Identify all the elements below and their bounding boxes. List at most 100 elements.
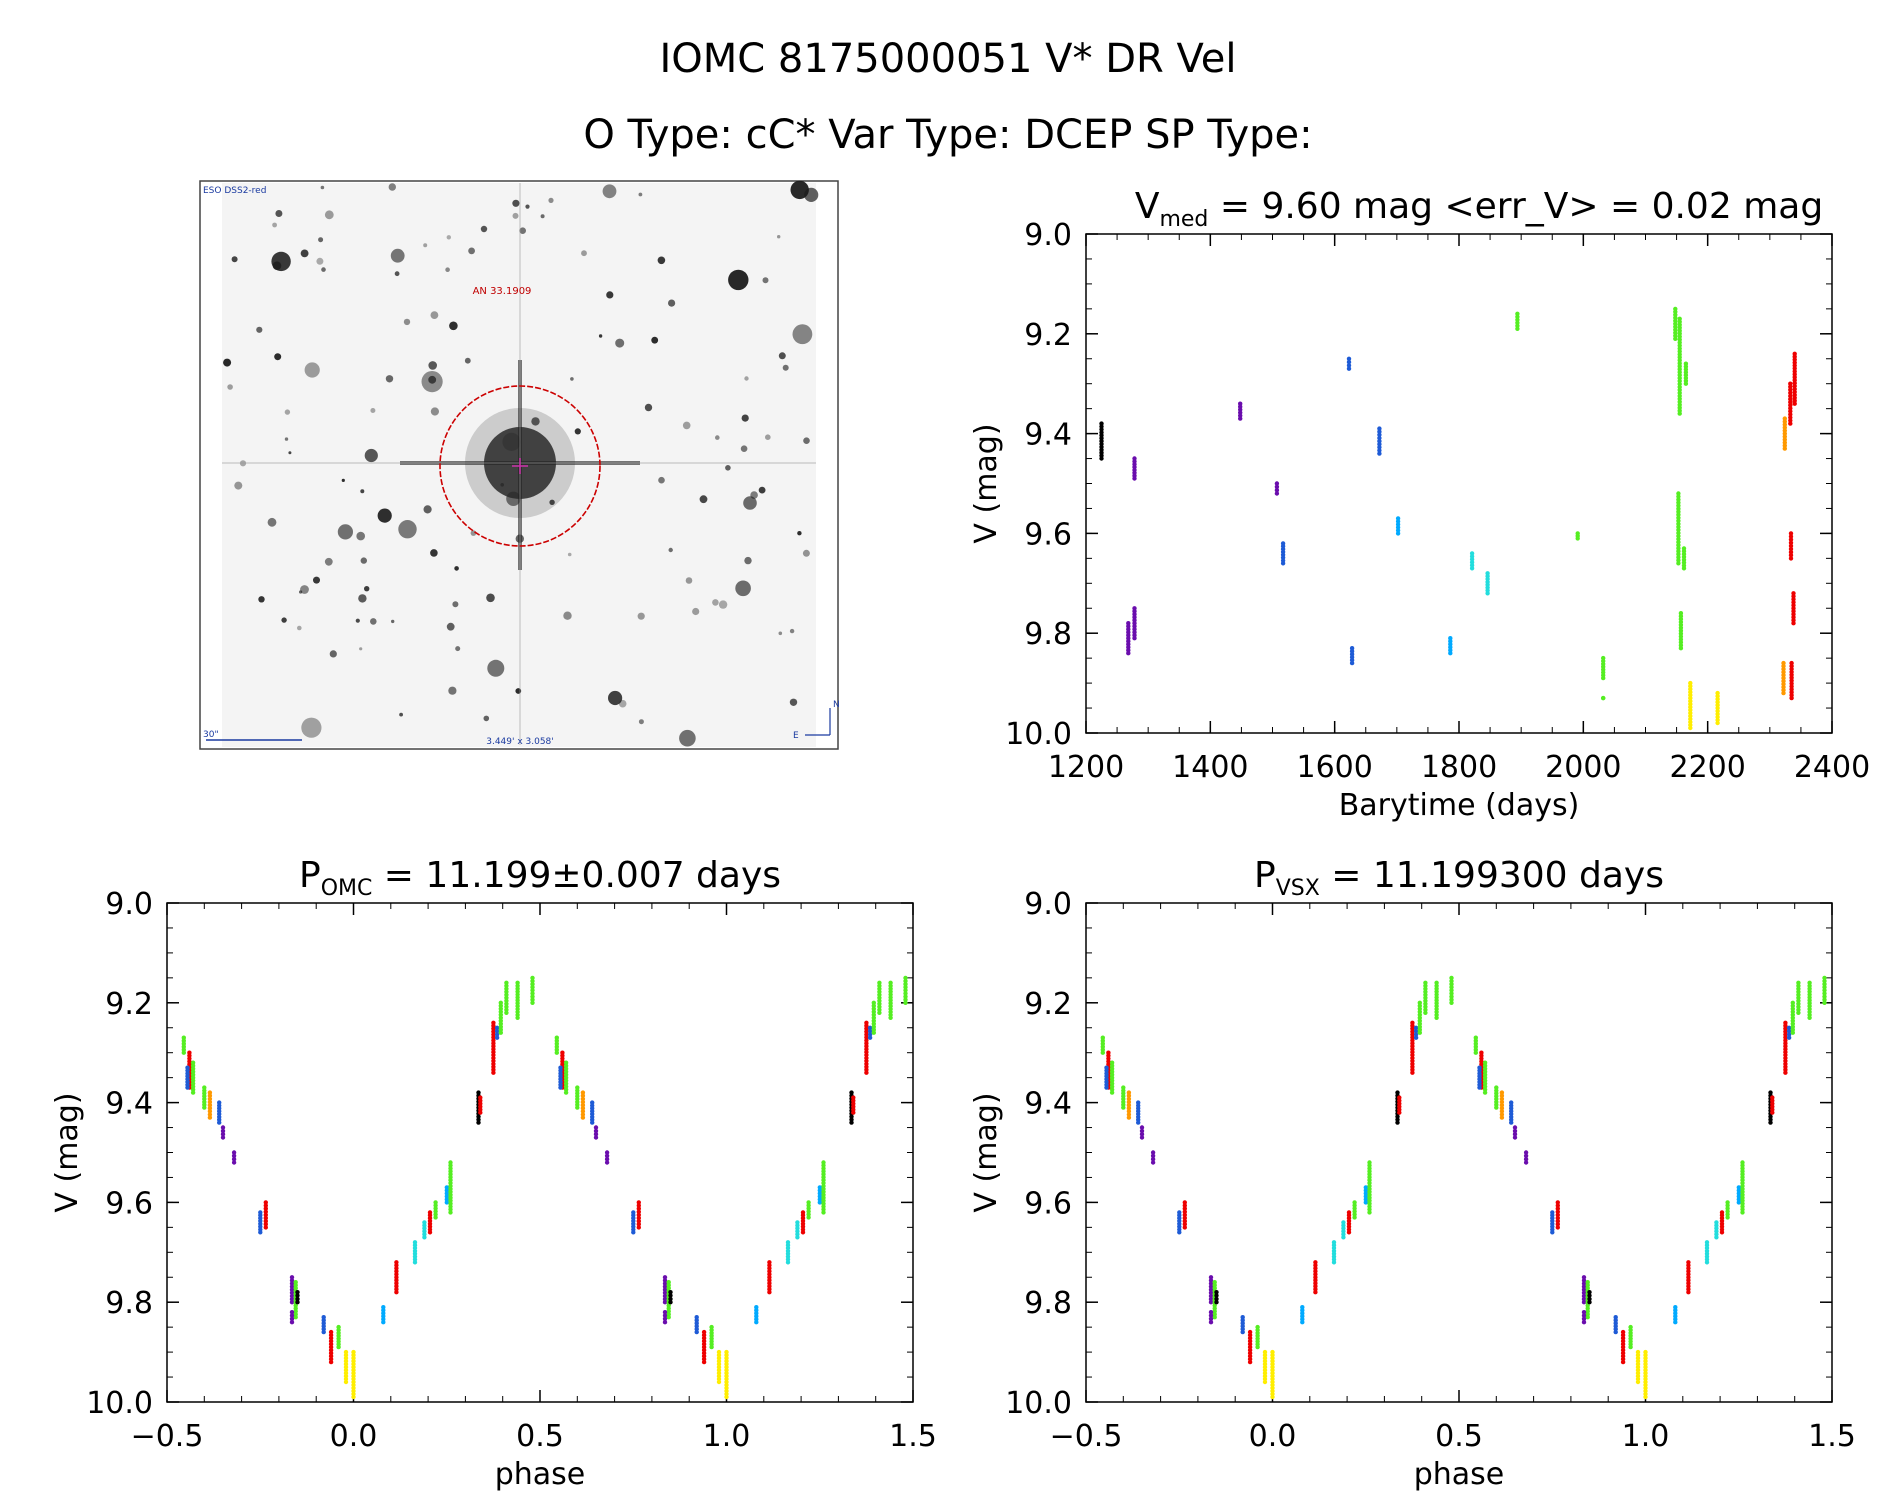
data-point <box>1377 432 1382 437</box>
data-point <box>701 1359 707 1365</box>
data-point <box>636 1212 641 1218</box>
field-star <box>454 566 459 571</box>
data-point <box>1796 1010 1801 1015</box>
plot-frame <box>1085 902 1833 1403</box>
data-point <box>1182 1200 1188 1205</box>
data-point <box>1575 536 1580 541</box>
field-star <box>423 505 432 514</box>
data-point <box>263 1222 268 1227</box>
data-point <box>1585 1315 1590 1320</box>
data-point <box>888 1015 893 1020</box>
field-star <box>448 686 457 695</box>
data-point <box>494 1028 500 1034</box>
field-star <box>540 214 545 219</box>
data-point <box>1208 1287 1214 1292</box>
field-star <box>574 428 581 435</box>
plot-title-subscript: OMC <box>321 876 373 901</box>
data-point <box>1686 1290 1691 1295</box>
data-point <box>1555 1218 1561 1224</box>
data-point <box>1413 1025 1419 1031</box>
lightcurve-plot: Vmed = 9.60 mag <err_V> = 0.02 mag 1200 14… <box>969 186 1870 823</box>
data-point <box>1499 1112 1505 1117</box>
data-point <box>1208 1313 1214 1318</box>
data-point <box>1346 1230 1352 1235</box>
data-point <box>448 1210 453 1215</box>
data-point <box>1523 1150 1529 1155</box>
data-point <box>289 1300 295 1305</box>
data-point <box>580 1102 586 1108</box>
data-point <box>207 1115 213 1120</box>
field-star <box>318 237 324 243</box>
data-point <box>1469 566 1475 571</box>
data-point <box>806 1215 811 1220</box>
data-point <box>877 1010 882 1015</box>
data-point <box>217 1120 222 1125</box>
data-point <box>1363 1200 1369 1205</box>
field-star <box>744 556 752 565</box>
data-point <box>328 1359 334 1365</box>
data-point <box>1587 1296 1592 1302</box>
field-star <box>682 421 691 430</box>
data-point <box>530 985 535 990</box>
field-star <box>300 249 309 258</box>
data-point <box>1449 994 1454 999</box>
field-star <box>313 576 320 584</box>
field-star <box>364 448 378 463</box>
data-point <box>1477 1085 1482 1090</box>
data-point <box>433 1215 438 1220</box>
field-star <box>284 409 291 415</box>
data-point <box>1182 1215 1188 1221</box>
data-point <box>1822 978 1827 984</box>
data-point <box>554 1050 559 1055</box>
field-star <box>668 547 673 553</box>
data-point <box>1274 491 1280 496</box>
data-point <box>1346 363 1352 368</box>
field-star <box>741 414 749 422</box>
field-star <box>512 212 519 219</box>
field-star <box>699 495 708 504</box>
y-tick-label: 9.4 <box>1024 418 1072 453</box>
data-point <box>1788 387 1793 392</box>
field-star <box>715 435 720 440</box>
x-tick-label: 1800 <box>1421 750 1497 785</box>
field-star <box>360 557 367 564</box>
data-point <box>220 1128 226 1134</box>
phase-omc-plot: POMC = 11.199±0.007 days −0.5 0.0 0.5 1.0 1.5… <box>50 855 937 1492</box>
data-point <box>289 1313 295 1318</box>
data-point <box>636 1225 641 1230</box>
data-point <box>1255 1344 1260 1350</box>
data-point <box>1349 660 1355 666</box>
data-point <box>1822 997 1827 1002</box>
field-star <box>446 235 451 240</box>
field-star <box>423 243 428 248</box>
data-point <box>1676 518 1681 523</box>
data-point <box>1150 1157 1156 1162</box>
data-point <box>1136 1120 1141 1125</box>
field-star <box>227 384 233 390</box>
data-point <box>263 1218 268 1224</box>
data-point <box>580 1109 586 1114</box>
data-point <box>1346 356 1352 361</box>
data-point <box>593 1128 599 1134</box>
data-point <box>1104 1085 1109 1090</box>
data-point <box>1270 1394 1275 1400</box>
y-tick-label: 9.4 <box>105 1087 153 1122</box>
data-point <box>1449 991 1454 996</box>
data-point <box>1377 426 1382 431</box>
field-star <box>802 549 810 557</box>
data-point <box>593 1132 599 1137</box>
data-point <box>662 1310 668 1315</box>
field-star <box>385 375 394 383</box>
field-star <box>792 324 813 345</box>
field-star <box>391 619 395 624</box>
data-point <box>1581 1278 1587 1283</box>
data-point <box>381 1320 386 1325</box>
data-point <box>1788 393 1793 399</box>
data-point <box>1788 531 1794 536</box>
data-point <box>1214 1300 1219 1305</box>
data-point <box>662 1284 668 1289</box>
plot-title-subscript: med <box>1159 207 1208 232</box>
y-tick-label: 9.8 <box>1024 617 1072 652</box>
field-star <box>272 222 277 228</box>
data-point <box>1182 1206 1188 1211</box>
